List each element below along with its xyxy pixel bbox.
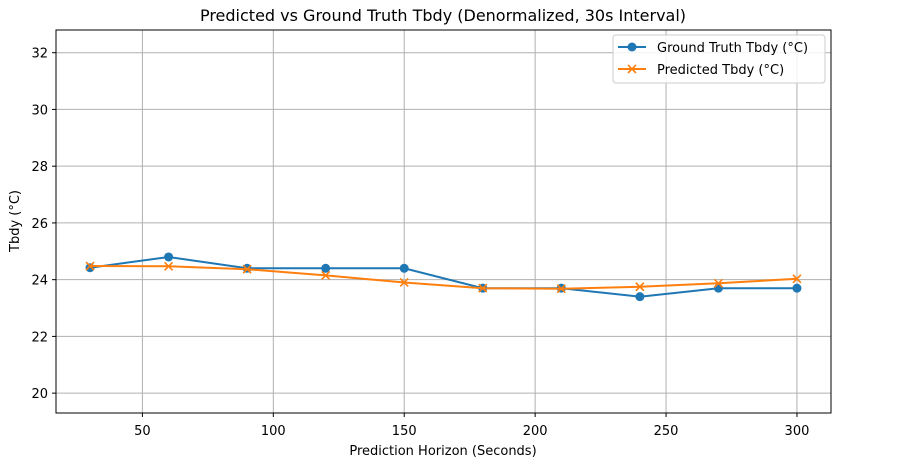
data-point: [321, 263, 331, 273]
y-tick-label: 24: [31, 274, 48, 289]
legend-label: Ground Truth Tbdy (°C): [657, 41, 808, 56]
y-tick-label: 28: [31, 160, 48, 175]
x-axis-label: Prediction Horizon (Seconds): [349, 444, 536, 459]
data-point: [792, 283, 802, 293]
data-point: [242, 264, 252, 274]
legend: Ground Truth Tbdy (°C) Predicted Tbdy (°C…: [612, 34, 826, 84]
data-point: [164, 261, 174, 271]
data-point: [85, 261, 95, 271]
axis-ticks: 50 100 150 200 250 300 20 22 24 26 28 30 32: [31, 47, 809, 439]
series-line: [89, 265, 798, 290]
data-point: [85, 263, 95, 273]
data-point: [478, 283, 488, 293]
series-line: [89, 255, 797, 298]
x-tick-label: 50: [134, 424, 151, 439]
y-tick-label: 20: [31, 387, 48, 402]
x-tick-label: 300: [785, 424, 810, 439]
x-tick-label: 100: [261, 424, 286, 439]
data-point: [792, 274, 802, 284]
y-tick-label: 32: [31, 47, 48, 62]
data-point: [713, 278, 723, 288]
data-point: [164, 252, 174, 262]
legend-box: [612, 34, 826, 84]
legend-marker: [627, 42, 637, 52]
data-point: [321, 270, 331, 280]
y-tick-label: 26: [31, 217, 48, 232]
x-tick-label: 250: [654, 424, 679, 439]
legend-label: Predicted Tbdy (°C): [657, 63, 784, 78]
plot-area-frame: [55, 29, 832, 414]
series-2: [85, 261, 802, 294]
y-tick-label: 30: [31, 103, 48, 118]
data-point: [635, 292, 645, 302]
data-point: [713, 283, 723, 293]
grid-lines: [56, 30, 831, 413]
x-tick-label: 200: [523, 424, 548, 439]
data-point: [399, 263, 409, 273]
y-axis-label: Tbdy (°C): [8, 190, 23, 253]
series-1: [85, 252, 802, 302]
chart-title: Predicted vs Ground Truth Tbdy (Denormal…: [200, 6, 686, 25]
legend-marker: [627, 64, 637, 74]
data-point: [399, 277, 409, 288]
data-point: [635, 282, 645, 292]
data-point: [556, 284, 566, 294]
y-tick-label: 22: [31, 330, 48, 345]
x-tick-label: 150: [392, 424, 417, 439]
series-layer: [85, 252, 802, 302]
